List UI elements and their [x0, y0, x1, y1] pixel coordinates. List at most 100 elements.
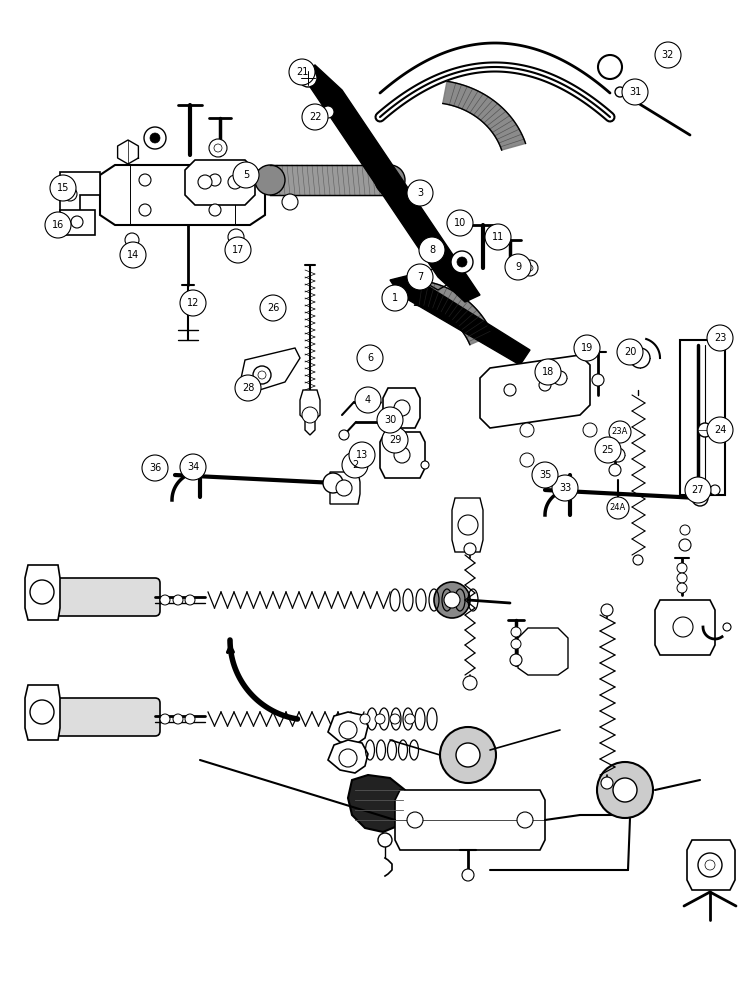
Text: 23A: 23A: [612, 428, 628, 436]
Circle shape: [615, 87, 625, 97]
Circle shape: [447, 210, 473, 236]
Circle shape: [609, 421, 631, 443]
Circle shape: [185, 595, 195, 605]
Circle shape: [444, 592, 460, 608]
Text: 8: 8: [429, 245, 435, 255]
Circle shape: [378, 833, 392, 847]
Circle shape: [260, 295, 286, 321]
Circle shape: [173, 714, 183, 724]
Text: 32: 32: [662, 50, 674, 60]
Circle shape: [360, 714, 370, 724]
Polygon shape: [328, 740, 368, 773]
Circle shape: [698, 853, 722, 877]
Circle shape: [405, 714, 415, 724]
Circle shape: [407, 812, 423, 828]
Circle shape: [457, 257, 467, 267]
Circle shape: [214, 144, 222, 152]
Circle shape: [574, 335, 600, 361]
Circle shape: [357, 345, 383, 371]
Text: 19: 19: [581, 343, 593, 353]
Text: 5: 5: [243, 170, 249, 180]
Text: 30: 30: [384, 415, 396, 425]
Polygon shape: [348, 775, 408, 832]
Circle shape: [434, 582, 470, 618]
Circle shape: [617, 339, 643, 365]
Circle shape: [125, 233, 139, 247]
Circle shape: [419, 237, 445, 263]
Circle shape: [390, 714, 400, 724]
Circle shape: [30, 700, 54, 724]
FancyBboxPatch shape: [55, 698, 160, 736]
Circle shape: [63, 187, 77, 201]
Circle shape: [517, 812, 533, 828]
Polygon shape: [60, 210, 95, 235]
Circle shape: [302, 407, 318, 423]
Circle shape: [228, 229, 244, 245]
Text: 3: 3: [417, 188, 423, 198]
Circle shape: [462, 869, 474, 881]
Circle shape: [302, 104, 328, 130]
Polygon shape: [100, 165, 265, 225]
Circle shape: [539, 379, 551, 391]
Text: 13: 13: [356, 450, 368, 460]
Circle shape: [30, 580, 54, 604]
Circle shape: [655, 42, 681, 68]
Circle shape: [592, 374, 604, 386]
Text: 20: 20: [624, 347, 636, 357]
Text: 9: 9: [515, 262, 521, 272]
Circle shape: [723, 623, 731, 631]
Circle shape: [407, 264, 433, 290]
Circle shape: [142, 455, 168, 481]
Circle shape: [601, 777, 613, 789]
Circle shape: [233, 162, 259, 188]
Circle shape: [180, 290, 206, 316]
Circle shape: [382, 427, 408, 453]
Circle shape: [707, 417, 733, 443]
Text: 16: 16: [52, 220, 64, 230]
Circle shape: [421, 461, 429, 469]
Text: 23: 23: [714, 333, 726, 343]
Circle shape: [322, 106, 334, 118]
Text: 12: 12: [186, 298, 199, 308]
Circle shape: [139, 204, 151, 216]
Polygon shape: [300, 390, 320, 435]
Polygon shape: [300, 65, 480, 302]
Circle shape: [710, 485, 720, 495]
Text: 21: 21: [296, 67, 308, 77]
Circle shape: [255, 165, 285, 195]
Polygon shape: [383, 388, 420, 428]
Circle shape: [673, 617, 693, 637]
Circle shape: [50, 175, 76, 201]
Circle shape: [456, 743, 480, 767]
Text: 29: 29: [388, 435, 401, 445]
Circle shape: [323, 473, 343, 493]
Polygon shape: [452, 498, 483, 552]
Circle shape: [612, 504, 624, 516]
Circle shape: [209, 204, 221, 216]
Circle shape: [339, 749, 357, 767]
Circle shape: [339, 721, 357, 739]
Circle shape: [707, 325, 733, 351]
Circle shape: [120, 242, 146, 268]
Circle shape: [394, 400, 410, 416]
Circle shape: [355, 387, 381, 413]
Circle shape: [485, 224, 511, 250]
Circle shape: [613, 778, 637, 802]
Circle shape: [633, 555, 643, 565]
Circle shape: [160, 714, 170, 724]
Text: 18: 18: [542, 367, 554, 377]
Circle shape: [225, 237, 251, 263]
Circle shape: [677, 563, 687, 573]
Circle shape: [535, 359, 561, 385]
Circle shape: [336, 480, 352, 496]
Polygon shape: [687, 840, 735, 890]
Circle shape: [160, 595, 170, 605]
Circle shape: [150, 133, 160, 143]
Text: 28: 28: [242, 383, 254, 393]
Circle shape: [185, 714, 195, 724]
Circle shape: [607, 497, 629, 519]
Circle shape: [451, 251, 473, 273]
Text: 24A: 24A: [610, 504, 626, 512]
Polygon shape: [518, 628, 568, 675]
Circle shape: [407, 180, 433, 206]
